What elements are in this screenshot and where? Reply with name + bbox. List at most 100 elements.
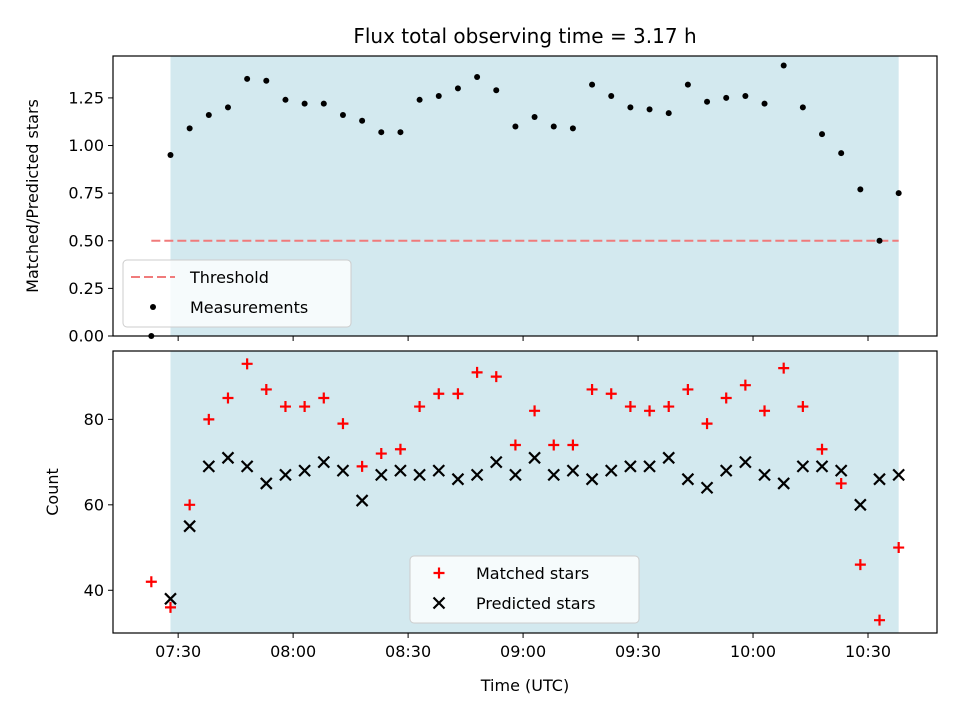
matched-star-marker	[318, 392, 330, 404]
predicted-star-marker	[834, 464, 848, 477]
matched-star-marker	[835, 477, 847, 489]
matched-star-marker	[222, 392, 234, 404]
measurement-point	[627, 104, 634, 111]
measurement-point	[416, 96, 423, 103]
matched-star-marker	[164, 601, 176, 613]
measurement-point	[665, 110, 672, 117]
matched-star-marker	[624, 401, 636, 413]
measurement-point	[550, 123, 557, 130]
predicted-star-marker	[202, 460, 216, 473]
matched-star-marker	[509, 439, 521, 451]
measurement-point	[205, 112, 212, 119]
matched-star-marker	[874, 614, 886, 626]
predicted-star-marker	[394, 464, 407, 477]
measurement-point	[454, 85, 461, 92]
predicted-star-marker	[355, 494, 369, 507]
matched-star-marker	[184, 499, 196, 511]
measurement-point	[378, 129, 385, 136]
measurement-point	[761, 100, 768, 107]
predicted-star-marker	[528, 451, 541, 465]
matched-star-marker	[299, 401, 311, 413]
measurement-point	[493, 87, 500, 94]
matched-star-marker	[720, 392, 732, 404]
measurement-point	[646, 106, 653, 113]
matched-star-marker	[260, 383, 272, 395]
predicted-star-marker	[739, 455, 752, 469]
measurement-point	[320, 100, 327, 107]
measurement-point	[799, 104, 806, 111]
predicted-star-marker	[164, 592, 177, 606]
measurement-point	[876, 237, 883, 244]
bottom-legend: Matched stars Predicted stars	[409, 555, 640, 624]
legend-matched-label: Matched stars	[476, 564, 589, 583]
matched-star-marker	[337, 418, 349, 430]
matched-star-marker	[490, 371, 502, 383]
predicted-star-marker	[719, 464, 733, 477]
matched-star-marker	[567, 439, 579, 451]
predicted-star-marker	[662, 451, 675, 465]
top-y-tick-label: 0.00	[68, 327, 104, 346]
predicted-star-marker	[777, 477, 790, 490]
bottom-panel: 40 60 80 07:30 08:00 08:30 09:00 09:30 10:00 10:3…	[84, 350, 938, 661]
measurement-point	[512, 123, 519, 130]
matched-star-marker	[854, 559, 866, 571]
legend-threshold-label: Threshold	[189, 268, 269, 287]
matched-star-marker	[529, 405, 541, 417]
predicted-star-marker	[854, 498, 867, 512]
predicted-star-marker	[681, 472, 695, 486]
bottom-y-tick-label: 80	[84, 410, 104, 429]
matched-star-marker	[893, 542, 905, 554]
predicted-star-marker	[279, 468, 292, 482]
legend-measurement-swatch	[150, 304, 156, 310]
predicted-star-marker	[240, 460, 254, 473]
matched-star-marker	[145, 576, 157, 588]
x-tick-label: 09:30	[615, 642, 661, 661]
measurement-point	[569, 125, 576, 132]
matched-star-marker	[816, 443, 828, 455]
top-y-tick-label: 1.25	[68, 88, 104, 107]
matched-star-marker	[356, 460, 368, 472]
predicted-star-marker	[317, 455, 331, 469]
measurement-point	[608, 93, 615, 99]
matched-star-marker	[452, 388, 464, 400]
measurement-point	[359, 117, 366, 124]
measurement-point	[742, 93, 749, 99]
top-legend-box	[122, 259, 352, 328]
matched-star-marker	[586, 383, 598, 395]
matched-star-marker	[778, 362, 790, 374]
matched-star-marker	[739, 379, 751, 391]
bottom-y-axis-label: Count	[43, 468, 62, 516]
matched-star-marker	[375, 448, 387, 460]
legend-predicted-label: Predicted stars	[476, 594, 596, 613]
predicted-star-marker	[604, 464, 618, 477]
predicted-star-marker	[758, 468, 771, 482]
measurement-point	[474, 73, 481, 80]
matched-star-marker	[663, 401, 675, 413]
x-tick-label: 09:00	[500, 642, 546, 661]
measurement-point	[244, 75, 251, 82]
x-axis-label: Time (UTC)	[480, 676, 569, 695]
measurement-point	[224, 104, 231, 111]
matched-star-marker	[241, 358, 253, 370]
top-y-axis-label: Matched/Predicted stars	[23, 99, 42, 293]
measurement-point	[282, 96, 289, 103]
matched-star-marker	[279, 401, 291, 413]
top-axes-frame	[112, 55, 938, 337]
predicted-star-marker	[183, 519, 196, 533]
measurement-point	[167, 152, 174, 159]
predicted-star-marker	[375, 468, 388, 482]
x-tick-label: 10:30	[845, 642, 891, 661]
measurement-point	[838, 150, 845, 157]
predicted-star-marker	[585, 472, 599, 486]
measurement-point	[531, 113, 538, 120]
x-tick-label: 08:30	[385, 642, 431, 661]
predicted-star-marker	[336, 464, 350, 477]
measurement-point	[684, 81, 691, 88]
predicted-star-marker	[221, 451, 235, 465]
measurement-point	[589, 81, 596, 88]
measurement-point	[186, 125, 193, 132]
predicted-star-marker	[624, 460, 637, 473]
predicted-star-marker	[509, 468, 522, 482]
legend-measurement-label: Measurements	[190, 298, 308, 317]
